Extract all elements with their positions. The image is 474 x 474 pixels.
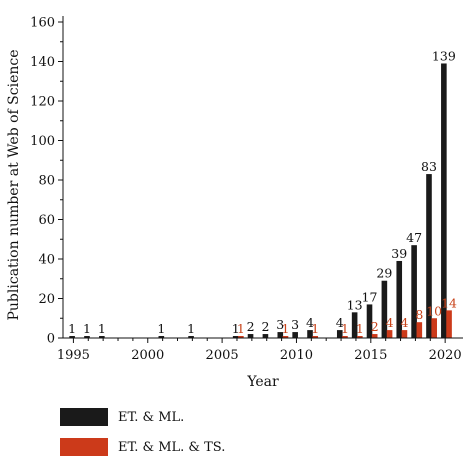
y-tick-label-40: 40 [38,253,55,268]
y-tick-label-120: 120 [30,95,55,110]
bar-2-2019 [431,318,437,338]
y-tick-label-100: 100 [30,134,55,149]
value-label-2-2018: 8 [415,307,423,322]
value-label-2-2013: 1 [341,321,349,336]
bar-2-2018 [416,322,423,338]
bar-1-2003 [188,336,194,338]
value-label-1-2015: 17 [362,289,378,304]
value-label-1-2009: 3 [276,317,284,332]
value-label-2-2015: 2 [371,319,379,334]
value-label-2-2006: 1 [237,321,245,336]
value-label-1-2019: 83 [421,159,437,174]
bar-1-2001 [158,336,165,338]
axes-layer: 0 20 40 60 80 100 120 140 160 1995 2000 2005 2010 201… [30,16,463,363]
y-axis-label: Publication number at Web of Science [6,49,22,320]
y-tick-label-60: 60 [38,213,55,228]
bars-layer [69,63,452,338]
legend-label-series-2: ET. & ML. & TS. [118,439,226,455]
value-label-1-1997: 1 [98,321,106,336]
x-tick-label-2005: 2005 [206,348,239,363]
x-tick-label-2010: 2010 [280,348,313,363]
y-tick-label-0: 0 [47,332,55,347]
x-tick-label-1995: 1995 [57,348,90,363]
value-label-1-2007: 2 [247,319,255,334]
bar-1-2007 [247,334,254,338]
bar-1-2019 [426,174,432,338]
bar-1-1995 [69,336,75,338]
value-label-1-2006: 1 [232,321,240,336]
value-label-1-2014: 13 [347,297,363,312]
value-label-2-2017: 4 [400,315,408,330]
legend-item-series-2: ET. & ML. & TS. [60,438,225,456]
value-label-1-2008: 2 [261,319,269,334]
value-label-2-2016: 4 [386,315,394,330]
bar-2-2011 [312,336,319,338]
legend-label-series-1: ET. & ML. [118,409,185,425]
value-label-1-1995: 1 [68,321,76,336]
value-label-2-2014: 1 [356,321,364,336]
bar-2-2020 [446,310,452,338]
bar-2-2017 [401,330,408,338]
value-label-1-2001: 1 [157,321,165,336]
bar-1-2015 [366,304,373,338]
bar-2-2009 [282,336,289,338]
x-tick-label-2000: 2000 [131,348,164,363]
bar-1-2014 [351,312,358,338]
bar-1-2013 [336,330,343,338]
value-label-1-2010: 3 [291,317,299,332]
bar-1-2010 [292,332,298,338]
value-label-1-2020: 139 [432,48,456,63]
value-label-2-2011: 1 [311,321,319,336]
value-label-1-2003: 1 [187,321,195,336]
bar-1-2006 [232,336,239,338]
legend-swatch-series-2 [60,438,108,456]
value-label-1-2011: 4 [306,315,314,330]
legend-swatch-series-1 [60,408,108,426]
bar-1-2009 [277,332,284,338]
y-tick-label-80: 80 [38,174,55,189]
value-label-1-2013: 4 [336,315,344,330]
y-tick-label-20: 20 [38,292,55,307]
y-tick-label-160: 160 [30,16,55,31]
value-label-2-2020: 14 [441,295,457,310]
bar-1-2016 [381,280,388,338]
value-label-1-2017: 39 [391,246,407,261]
bar-1-1997 [99,336,105,338]
value-label-1-1996: 1 [83,321,91,336]
bar-1-2008 [262,334,269,338]
value-label-1-2016: 29 [376,266,392,281]
x-tick-label-2020: 2020 [429,348,462,363]
legend-item-series-1: ET. & ML. [60,408,184,426]
bar-2-2016 [386,330,393,338]
bar-1-2020 [441,63,447,338]
value-label-2-2009: 1 [282,321,290,336]
bar-2-2013 [342,336,348,338]
value-label-1-2018: 47 [406,230,422,245]
bar-1-2011 [307,330,313,338]
y-tick-label-140: 140 [30,55,55,70]
bar-1-2017 [396,260,403,338]
bar-2-2006 [238,336,244,338]
bar-2-2015 [371,334,378,338]
x-tick-label-2015: 2015 [354,348,387,363]
bar-1-2018 [411,245,417,338]
bar-1-1996 [84,336,90,338]
bar-2-2014 [357,336,363,338]
x-axis-label: Year [246,374,279,390]
value-label-2-2019: 10 [426,303,442,318]
